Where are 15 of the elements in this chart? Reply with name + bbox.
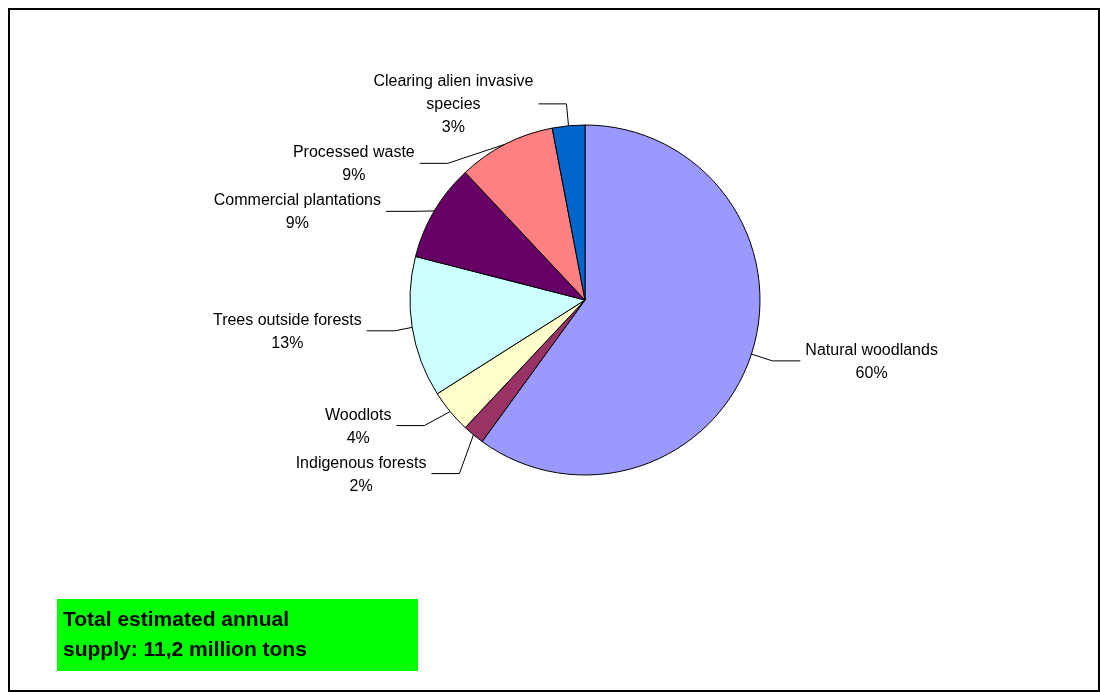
- slice-label: Natural woodlands: [805, 340, 938, 358]
- slice-label: Indigenous forests: [295, 453, 427, 471]
- data-label: 60%: [855, 363, 888, 381]
- slice-label: Woodlots: [325, 405, 392, 423]
- slice-label: Commercial plantations: [213, 191, 381, 209]
- slice-label: Trees outside forests: [212, 310, 362, 328]
- slice-label: Clearing alien invasive species: [373, 72, 534, 113]
- data-label: 3%: [441, 118, 465, 136]
- data-label: 2%: [349, 476, 373, 494]
- data-label: 9%: [342, 166, 366, 184]
- slice-label: Processed waste: [292, 143, 415, 161]
- text: Total estimated annual supply: 11,2 million tons: [63, 606, 308, 662]
- data-label: 4%: [346, 428, 370, 446]
- data-label: 9%: [285, 214, 309, 232]
- data-label: 13%: [271, 333, 304, 351]
